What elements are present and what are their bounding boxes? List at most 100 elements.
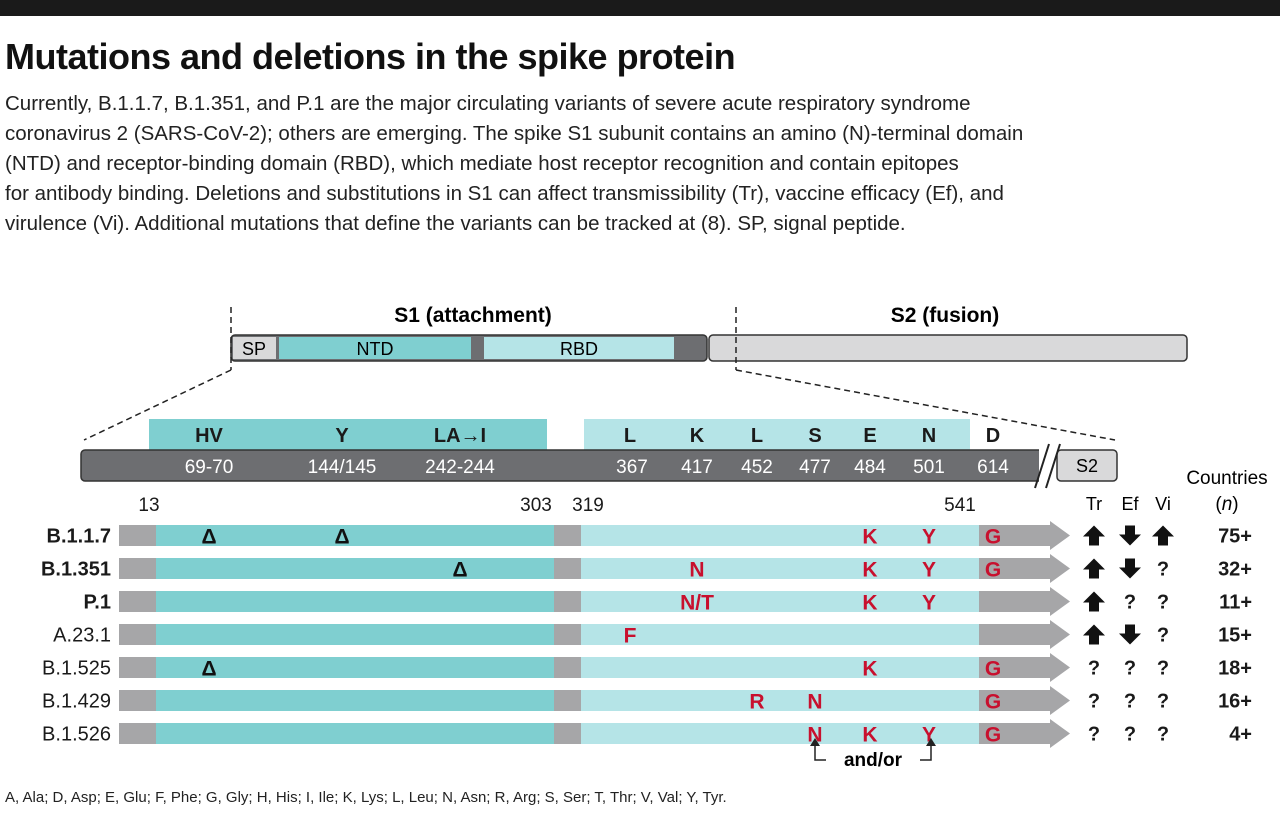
variant-row: A.23.1 F? 15+ bbox=[53, 620, 1252, 649]
break-mark bbox=[1034, 443, 1050, 489]
countries-count: 4+ bbox=[1229, 724, 1252, 746]
substitution-marker: G bbox=[985, 526, 1001, 549]
unknown-effect: ? bbox=[1088, 691, 1100, 713]
unknown-effect: ? bbox=[1157, 592, 1169, 614]
site-position-label: 367 bbox=[616, 457, 648, 478]
site-position-label: 501 bbox=[913, 457, 945, 478]
substitution-marker: G bbox=[985, 724, 1001, 747]
row-arrowhead bbox=[1050, 521, 1070, 550]
detail-bar-group: S2 HV 69-70 Y 144/145 LA→I 242-244 L 367 K 417 L 45… bbox=[80, 419, 1118, 516]
ntd-segment bbox=[156, 723, 554, 744]
deletion-marker: Δ bbox=[334, 526, 349, 549]
countries-count: 15+ bbox=[1218, 625, 1252, 647]
increase-arrow-icon bbox=[1083, 624, 1105, 645]
ntd-segment bbox=[156, 525, 554, 546]
row-arrowhead bbox=[1050, 719, 1070, 748]
linker-segment bbox=[554, 657, 581, 678]
site-position-label: 484 bbox=[854, 457, 886, 478]
ef-header: Ef bbox=[1121, 494, 1139, 514]
site-residue-label: LA→I bbox=[434, 425, 486, 447]
site-position-label: 614 bbox=[977, 457, 1009, 478]
site-residue-label: L bbox=[751, 425, 763, 447]
cterm-segment bbox=[979, 690, 1050, 711]
linker-segment bbox=[554, 624, 581, 645]
linker-segment bbox=[554, 690, 581, 711]
boundary-label: 541 bbox=[944, 495, 976, 516]
abbreviations-footer: A, Ala; D, Asp; E, Glu; F, Phe; G, Gly; … bbox=[5, 789, 727, 806]
site-residue-label: E bbox=[863, 425, 876, 447]
ntd-segment bbox=[156, 624, 554, 645]
break-mark bbox=[1045, 443, 1061, 489]
andor-bracket: and/or bbox=[810, 738, 936, 771]
nterm-segment bbox=[119, 591, 156, 612]
variant-name: B.1.526 bbox=[42, 724, 111, 746]
row-arrowhead bbox=[1050, 587, 1070, 616]
figure-description: Currently, B.1.1.7, B.1.351, and P.1 are… bbox=[5, 89, 1275, 239]
boundary-label: 13 bbox=[138, 495, 159, 516]
description-line: Currently, B.1.1.7, B.1.351, and P.1 are… bbox=[5, 92, 971, 115]
countries-count: 11+ bbox=[1219, 592, 1252, 614]
break-gap bbox=[1039, 444, 1055, 488]
description-line: (NTD) and receptor-binding domain (RBD),… bbox=[5, 152, 959, 175]
unknown-effect: ? bbox=[1124, 691, 1136, 713]
variant-row: B.1.525 Δ K G??? 18+ bbox=[42, 653, 1252, 682]
site-residue-label: K bbox=[690, 425, 705, 447]
unknown-effect: ? bbox=[1124, 658, 1136, 680]
substitution-marker: Y bbox=[922, 592, 936, 615]
countries-n-header: (n) bbox=[1215, 494, 1238, 515]
increase-arrow-icon bbox=[1083, 591, 1105, 612]
variant-rows: B.1.1.7 Δ Δ K Y G 75+ B.1.351 Δ N K Y G? 32+ P.1 N/T K Y?… bbox=[41, 521, 1252, 748]
unknown-effect: ? bbox=[1157, 625, 1169, 647]
andor-label: and/or bbox=[844, 750, 903, 771]
deletion-marker: Δ bbox=[452, 559, 467, 582]
variant-name: B.1.1.7 bbox=[47, 526, 111, 548]
substitution-marker: N/T bbox=[680, 592, 714, 615]
unknown-effect: ? bbox=[1088, 658, 1100, 680]
substitution-marker: K bbox=[862, 592, 877, 615]
substitution-marker: G bbox=[985, 691, 1001, 714]
site-residue-label: L bbox=[624, 425, 636, 447]
countries-count: 32+ bbox=[1218, 559, 1252, 581]
countries-header: Countries bbox=[1186, 468, 1267, 489]
unknown-effect: ? bbox=[1157, 559, 1169, 581]
site-residue-label: Y bbox=[335, 425, 349, 447]
nterm-segment bbox=[119, 525, 156, 546]
nterm-segment bbox=[119, 624, 156, 645]
description-line: coronavirus 2 (SARS-CoV-2); others are e… bbox=[5, 122, 1024, 145]
substitution-marker: N bbox=[807, 691, 822, 714]
variant-name: P.1 bbox=[84, 592, 111, 614]
row-arrowhead bbox=[1050, 620, 1070, 649]
row-arrowhead bbox=[1050, 653, 1070, 682]
site-residue-label: HV bbox=[195, 425, 223, 447]
linker-segment bbox=[554, 558, 581, 579]
unknown-effect: ? bbox=[1124, 592, 1136, 614]
zoom-guide bbox=[83, 369, 232, 441]
linker-segment bbox=[554, 525, 581, 546]
cterm-segment bbox=[979, 525, 1050, 546]
deletion-marker: Δ bbox=[201, 658, 216, 681]
rbd-segment bbox=[581, 624, 979, 645]
linker-segment bbox=[554, 591, 581, 612]
increase-arrow-icon bbox=[1152, 525, 1174, 546]
ntd-segment bbox=[156, 690, 554, 711]
site-position-label: 452 bbox=[741, 457, 773, 478]
site-position-label: 69-70 bbox=[185, 457, 234, 478]
substitution-marker: R bbox=[749, 691, 764, 714]
variant-name: A.23.1 bbox=[53, 625, 111, 647]
substitution-marker: N bbox=[807, 724, 822, 747]
andor-right-bracket bbox=[920, 742, 932, 761]
ntd-segment bbox=[156, 591, 554, 612]
row-arrowhead bbox=[1050, 686, 1070, 715]
substitution-marker: N bbox=[689, 559, 704, 582]
substitution-marker: G bbox=[985, 559, 1001, 582]
cterm-segment bbox=[979, 723, 1050, 744]
andor-right-arrow bbox=[926, 738, 936, 746]
deletion-marker: Δ bbox=[201, 526, 216, 549]
nterm-segment bbox=[119, 657, 156, 678]
increase-arrow-icon bbox=[1083, 558, 1105, 579]
nterm-segment bbox=[119, 690, 156, 711]
cterm-segment bbox=[979, 624, 1050, 645]
ntd-segment bbox=[156, 657, 554, 678]
andor-left-arrow bbox=[810, 738, 820, 746]
variant-row: B.1.351 Δ N K Y G? 32+ bbox=[41, 554, 1252, 583]
